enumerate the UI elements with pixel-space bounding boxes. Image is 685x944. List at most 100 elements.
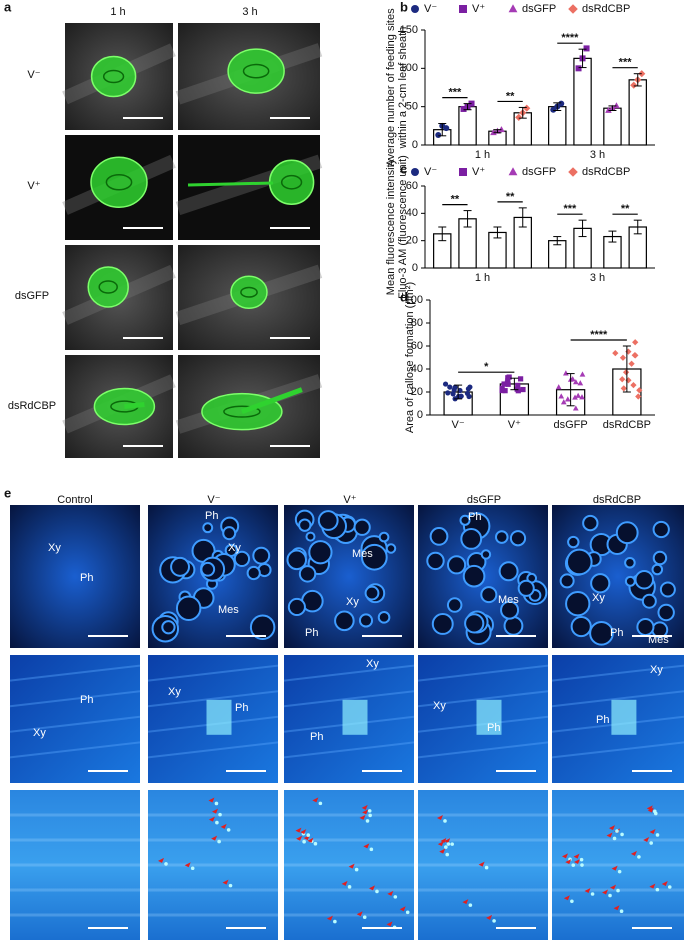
callose-spot bbox=[492, 919, 496, 923]
data-point bbox=[613, 102, 620, 109]
data-point bbox=[460, 105, 467, 112]
arrowhead bbox=[444, 838, 451, 844]
micrograph bbox=[10, 505, 140, 648]
cell bbox=[652, 520, 670, 539]
image-label: Ph bbox=[596, 714, 609, 726]
callose bbox=[342, 699, 368, 735]
legend-marker bbox=[568, 167, 578, 177]
spread-marker bbox=[506, 374, 512, 380]
cell-wall bbox=[551, 690, 685, 708]
x-tick-label: 1 h bbox=[475, 149, 490, 161]
callose-spot bbox=[667, 885, 672, 889]
arrowhead bbox=[300, 829, 307, 835]
spread-marker bbox=[520, 386, 526, 393]
bar bbox=[628, 79, 647, 146]
column-label: dsGFP bbox=[467, 494, 501, 506]
cell-wall bbox=[147, 690, 279, 708]
callose-spot bbox=[365, 819, 370, 823]
image-label: Mes bbox=[648, 634, 669, 646]
y-tick-label: 150 bbox=[400, 24, 418, 36]
callose-spot bbox=[228, 883, 233, 888]
arrowhead bbox=[387, 890, 394, 896]
callose bbox=[611, 699, 637, 735]
micrograph bbox=[284, 790, 414, 940]
y-tick-label: 60 bbox=[406, 180, 418, 192]
callose-spot bbox=[446, 842, 451, 846]
gfp-trail bbox=[187, 181, 274, 187]
spread-marker bbox=[458, 393, 464, 399]
spread-marker bbox=[632, 339, 639, 346]
gfp-signal bbox=[268, 159, 315, 205]
arrowhead bbox=[222, 879, 229, 885]
arrowhead bbox=[610, 884, 617, 890]
y-tick-label: 50 bbox=[406, 101, 418, 113]
callose-spot bbox=[318, 801, 323, 806]
spread-marker bbox=[579, 394, 585, 400]
callose-spot bbox=[443, 819, 447, 823]
callose-spot bbox=[367, 809, 372, 813]
cell-wall bbox=[551, 664, 685, 682]
arrowhead bbox=[362, 809, 369, 815]
callose-spot bbox=[217, 839, 221, 844]
arrowhead bbox=[399, 906, 406, 912]
legend-marker bbox=[411, 168, 419, 176]
cell bbox=[431, 613, 454, 635]
legend-label: V⁻ bbox=[424, 3, 437, 15]
x-tick-label: dsGFP bbox=[554, 419, 588, 431]
callose-spot bbox=[612, 836, 617, 841]
arrowhead bbox=[361, 804, 368, 810]
y-tick-label: 20 bbox=[411, 386, 423, 398]
arrowhead bbox=[611, 865, 618, 871]
data-point bbox=[583, 45, 590, 52]
callose-spot bbox=[313, 841, 318, 846]
callose bbox=[206, 699, 232, 735]
spread-marker bbox=[569, 376, 576, 382]
callose-spot bbox=[164, 862, 168, 866]
y-tick-label: 80 bbox=[411, 317, 423, 329]
callose-spot bbox=[637, 855, 641, 859]
callose-spot bbox=[368, 813, 372, 818]
image-label: Xy bbox=[48, 542, 61, 554]
bar bbox=[603, 107, 622, 146]
panel-label: c bbox=[400, 161, 407, 176]
cell-wall bbox=[551, 741, 685, 759]
gfp-signal bbox=[90, 55, 137, 98]
cell bbox=[480, 549, 492, 560]
spread-marker bbox=[572, 405, 579, 411]
legend-label: dsGFP bbox=[522, 166, 556, 178]
spread-marker bbox=[451, 387, 457, 393]
spread-marker bbox=[564, 396, 571, 402]
bar bbox=[573, 57, 592, 146]
image-label: Mes bbox=[498, 594, 519, 606]
callose-spot bbox=[362, 915, 367, 920]
legend-marker bbox=[459, 168, 467, 176]
arrowhead bbox=[212, 808, 219, 814]
arrowhead bbox=[326, 915, 333, 921]
significance-label: * bbox=[484, 361, 489, 373]
spread-marker bbox=[572, 379, 579, 385]
data-point bbox=[498, 126, 505, 133]
legend-label: V⁻ bbox=[424, 166, 437, 178]
cell bbox=[298, 518, 312, 532]
data-point bbox=[605, 106, 612, 113]
callose-spot bbox=[369, 847, 374, 852]
micrograph bbox=[10, 790, 140, 940]
arrowhead bbox=[439, 848, 446, 854]
cell bbox=[570, 615, 592, 638]
cell bbox=[378, 531, 390, 543]
cell bbox=[377, 611, 391, 624]
gfp-trail bbox=[124, 402, 145, 409]
cell bbox=[385, 543, 397, 554]
spread-marker bbox=[632, 352, 639, 359]
column-label: Control bbox=[57, 494, 92, 506]
cell bbox=[480, 586, 498, 604]
cell-wall bbox=[283, 741, 415, 759]
cell bbox=[624, 575, 636, 587]
micrograph bbox=[148, 790, 278, 940]
arrowhead bbox=[573, 859, 580, 865]
arrowhead bbox=[606, 832, 613, 838]
arrowhead bbox=[565, 859, 572, 865]
panel-label: d bbox=[400, 289, 408, 304]
spread-marker bbox=[464, 390, 471, 397]
callose-spot bbox=[579, 857, 584, 862]
